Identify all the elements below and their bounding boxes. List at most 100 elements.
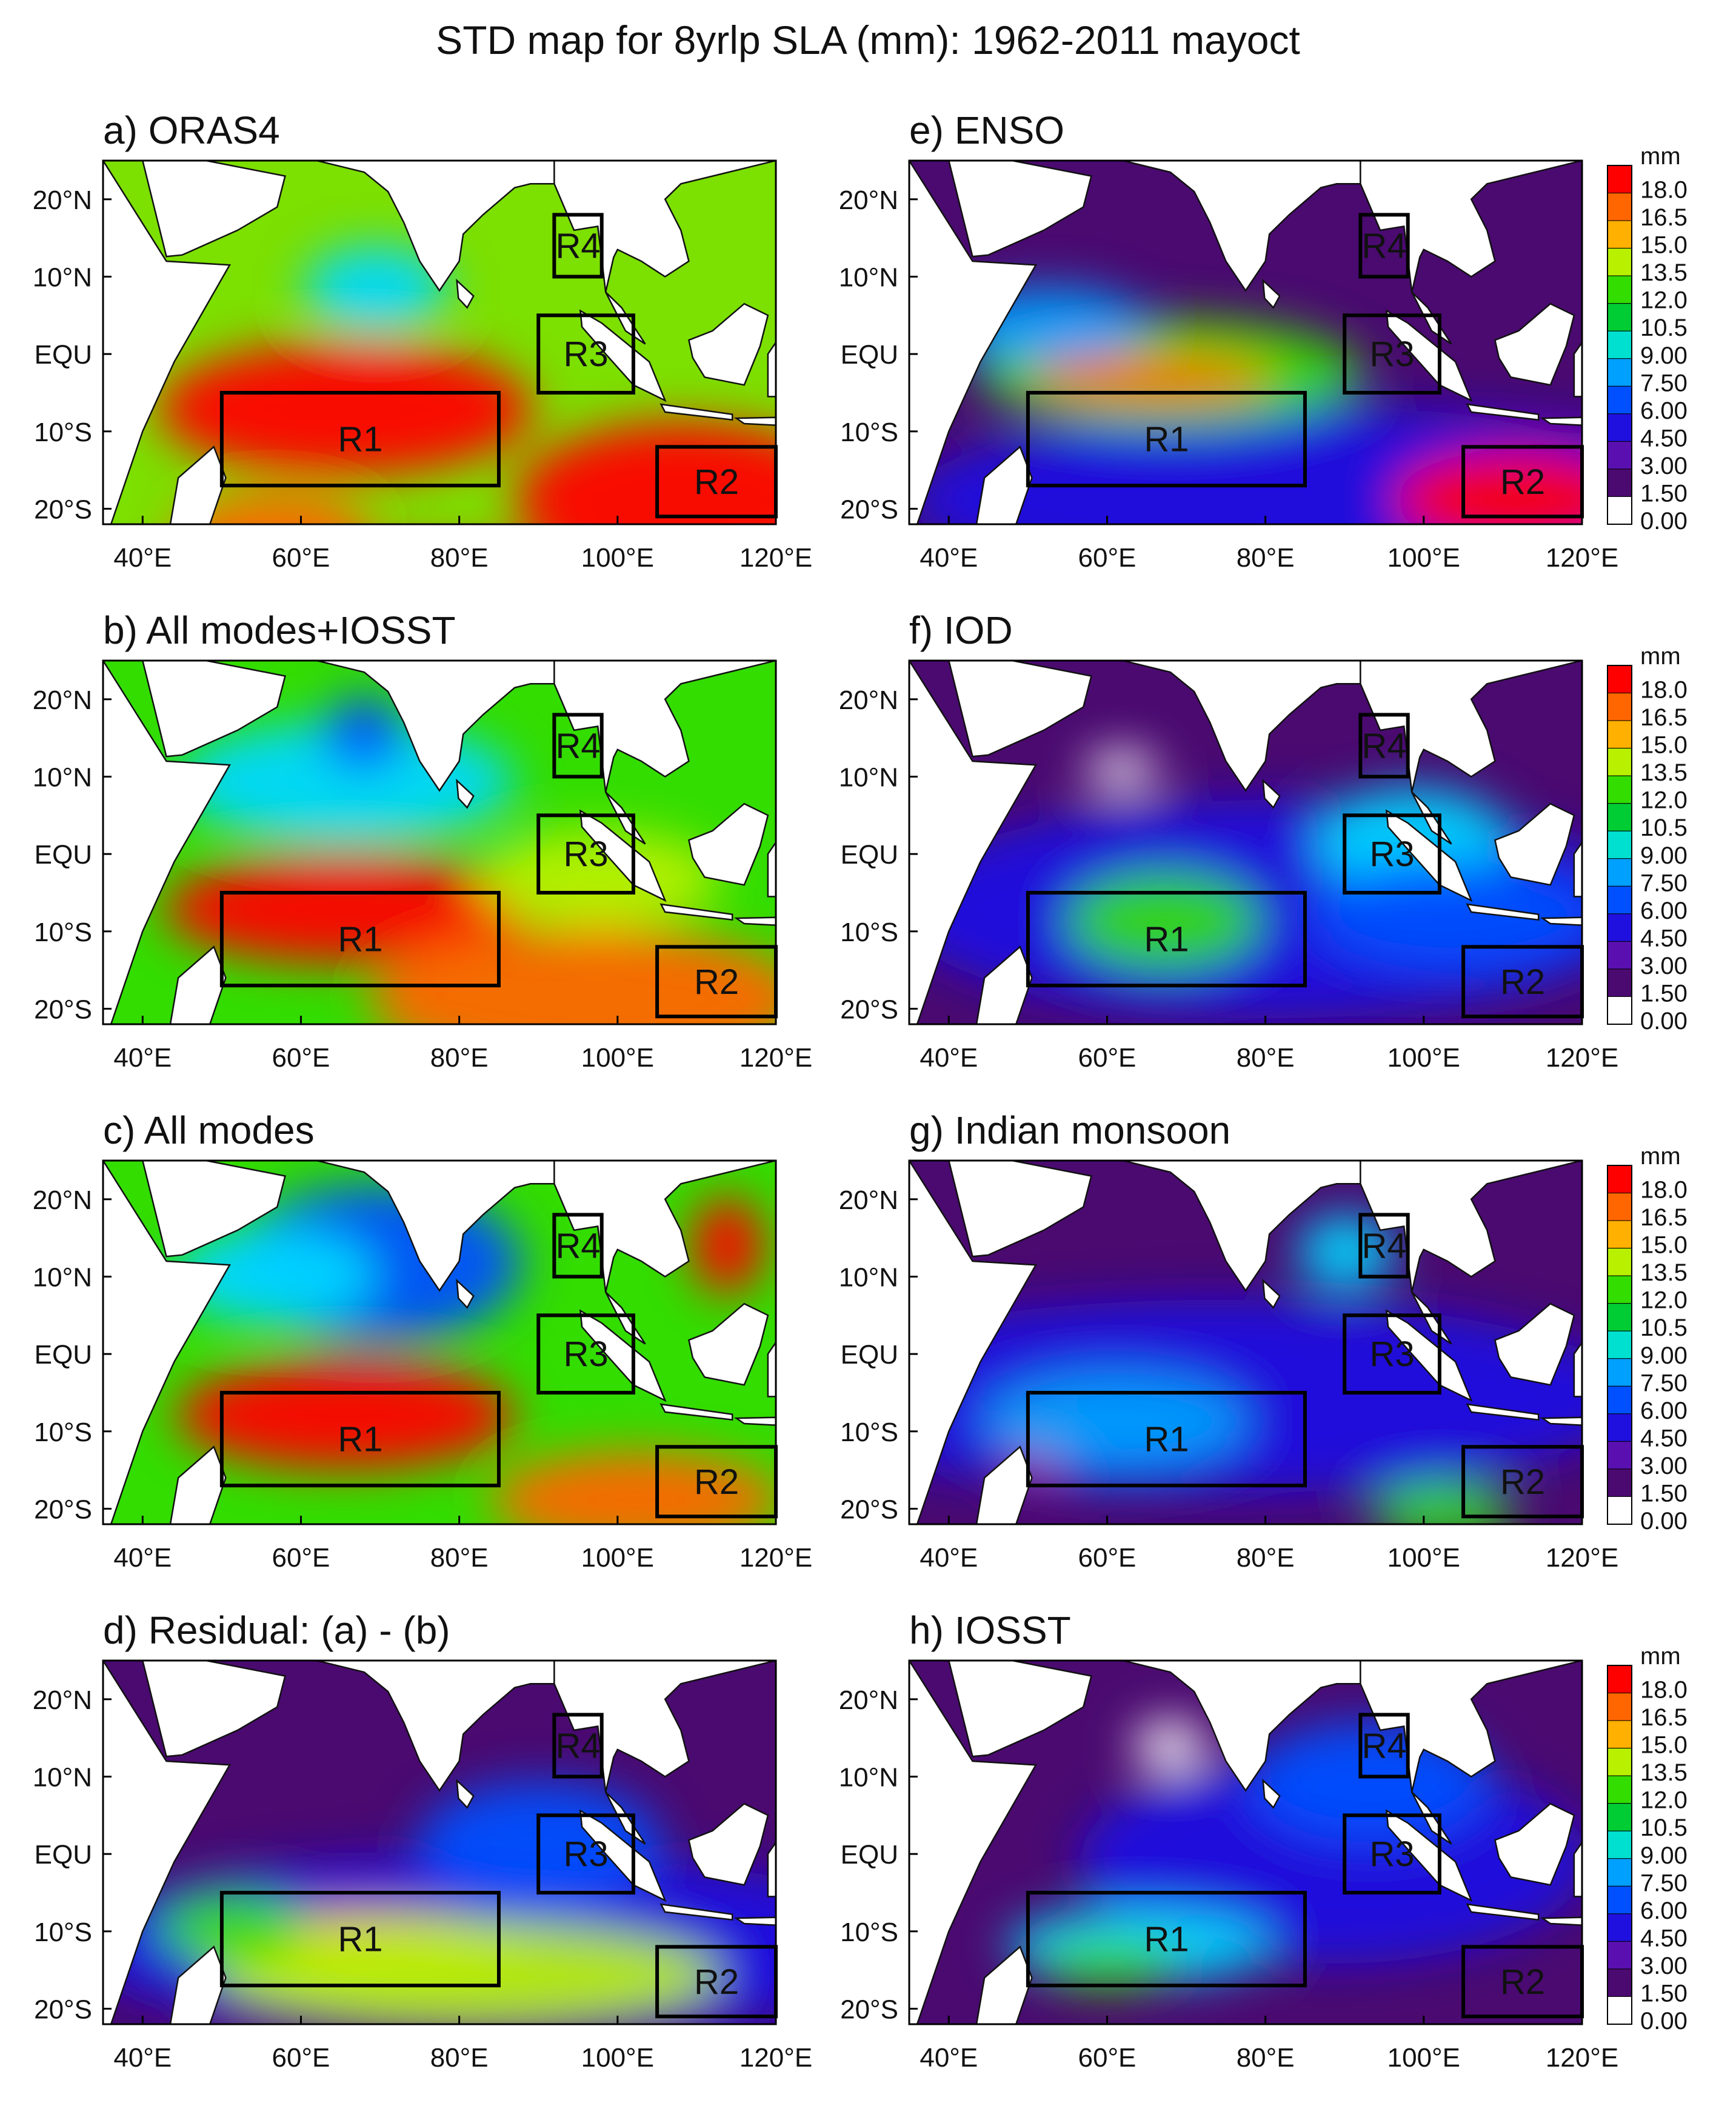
lat-tick-label: 10°S (840, 1918, 898, 1947)
field-anomaly (1133, 1721, 1206, 1770)
colorbar-swatch (1607, 803, 1632, 831)
colorbar-swatch (1607, 220, 1632, 249)
map-panel: e) ENSO R1 R2 R3 R4 40°E 60°E 80°E 100°E 120°E 20°… (839, 108, 1688, 573)
colorbar-frame (1607, 1665, 1632, 2025)
southeast-asia-landmass (1360, 661, 1582, 845)
java-landmass (1466, 1903, 1540, 1921)
region-box-r3 (1343, 1813, 1441, 1894)
region-label-r3: R3 (1370, 335, 1415, 374)
lon-tick-label: 40°E (920, 1543, 978, 1573)
lon-tick-label: 80°E (1237, 2043, 1295, 2073)
colorbar-level-label: 7.50 (1640, 1870, 1688, 1896)
figure-title: STD map for 8yrlp SLA (mm): 1962-2011 ma… (436, 18, 1300, 62)
region-label-r2: R2 (1500, 962, 1545, 1002)
colorbar-swatch (1607, 830, 1632, 859)
lon-tick-label: 80°E (1237, 1543, 1295, 1573)
southeast-asia-landmass (1360, 1161, 1582, 1345)
lat-tick-label: 10°N (839, 1762, 898, 1792)
colorbar-level-label: 0.00 (1640, 1508, 1688, 1535)
lesser-sunda-landmass (1540, 916, 1582, 926)
madagascar-landmass (169, 1945, 227, 2024)
colorbar-swatch (1607, 1830, 1632, 1859)
lon-tick-label: 120°E (739, 543, 812, 573)
colorbar-frame (1607, 1165, 1632, 1525)
colorbar-swatch (1607, 303, 1632, 332)
region-box-r3 (536, 813, 635, 895)
colorbar-swatch (1607, 1885, 1632, 1914)
lon-tick-label: 60°E (272, 543, 330, 573)
panel-title: a) ORAS4 (103, 108, 280, 152)
region-box-r3 (1343, 313, 1441, 395)
colorbar-level-label: 13.5 (1640, 1259, 1688, 1286)
field-blobs (909, 288, 1582, 524)
colorbar: mm 18.016.515.013.512.010.59.007.506.004.… (1607, 1643, 1688, 2034)
region-label-r2: R2 (694, 1462, 739, 1502)
region-label-r4: R4 (555, 1226, 600, 1265)
java-landmass (659, 403, 733, 421)
map-panel: d) Residual: (a) - (b) R1 R2 R3 R4 40°E 60°E 80… (33, 1608, 812, 2073)
colorbar-level-label: 16.5 (1640, 1204, 1688, 1231)
lon-tick-label: 80°E (430, 543, 489, 573)
panel-title: f) IOD (909, 608, 1013, 652)
colorbar-swatch (1607, 1775, 1632, 1804)
region-label-r4: R4 (555, 226, 600, 265)
lon-tick-label: 40°E (920, 1043, 978, 1073)
colorbar-swatch (1607, 1413, 1632, 1442)
india-landmass (316, 661, 555, 792)
colorbar-swatch (1607, 468, 1632, 497)
colorbar-level-label: 10.5 (1640, 815, 1688, 841)
field-blobs (170, 1185, 776, 1524)
lon-tick-label: 40°E (113, 1543, 172, 1573)
sri-lanka-landmass (456, 1778, 475, 1809)
lon-tick-label: 80°E (430, 1043, 489, 1073)
region-label-r4: R4 (1361, 1726, 1406, 1765)
map-frame (908, 1659, 1583, 2025)
lat-tick-label: 10°S (840, 918, 898, 947)
colorbar-swatch (1607, 1858, 1632, 1887)
colorbar-level-label: 4.50 (1640, 1925, 1688, 1951)
madagascar-landmass (975, 1445, 1033, 1524)
colorbar-swatch (1607, 413, 1632, 442)
region-label-r2: R2 (694, 462, 739, 502)
lat-tick-label: 20°S (34, 995, 92, 1024)
map-frame (102, 659, 777, 1025)
india-landmass (1123, 161, 1361, 292)
sla-std-field (103, 661, 776, 1024)
arabia-landmass (909, 161, 1092, 258)
lat-tick-label: 20°N (33, 1185, 92, 1215)
region-box-r1 (219, 1390, 501, 1488)
colorbar-frame (1607, 165, 1632, 525)
field-anomaly (1370, 1482, 1515, 1524)
region-box-r4 (552, 1713, 604, 1779)
region-label-r4: R4 (555, 1726, 600, 1765)
colorbar-level-label: 16.5 (1640, 704, 1688, 731)
lon-tick-label: 120°E (739, 1543, 812, 1573)
lat-tick-label: 20°S (840, 1495, 898, 1524)
region-label-r1: R1 (338, 920, 382, 959)
colorbar-swatch (1607, 1496, 1632, 1525)
colorbar-level-label: 13.5 (1640, 759, 1688, 786)
lesser-sunda-landmass (1540, 416, 1582, 426)
lat-tick-label: 20°N (839, 1685, 898, 1715)
map-panel: h) IOSST R1 R2 R3 R4 40°E 60°E 80°E 100°E 120°E 20… (839, 1608, 1688, 2073)
lat-tick-label: EQU (35, 840, 92, 870)
colorbar-level-label: 0.00 (1640, 508, 1688, 535)
india-landmass (316, 161, 555, 292)
southeast-asia-landmass (553, 1661, 776, 1845)
madagascar-landmass (169, 945, 227, 1024)
region-box-r3 (536, 313, 635, 395)
sumatra-landmass (1385, 1309, 1473, 1402)
lon-tick-label: 60°E (272, 2043, 330, 2073)
java-landmass (1466, 403, 1540, 421)
lat-tick-label: 20°S (34, 1495, 92, 1524)
field-anomaly (176, 1361, 515, 1470)
lon-tick-label: 100°E (581, 543, 654, 573)
panel-title: g) Indian monsoon (909, 1108, 1230, 1152)
lon-tick-label: 100°E (581, 2043, 654, 2073)
region-label-r2: R2 (1500, 462, 1545, 502)
sri-lanka-landmass (1262, 778, 1281, 809)
region-label-r2: R2 (694, 1962, 739, 2002)
lon-tick-label: 80°E (430, 1543, 489, 1573)
lon-tick-label: 60°E (1078, 543, 1137, 573)
lat-tick-label: 20°N (839, 685, 898, 715)
